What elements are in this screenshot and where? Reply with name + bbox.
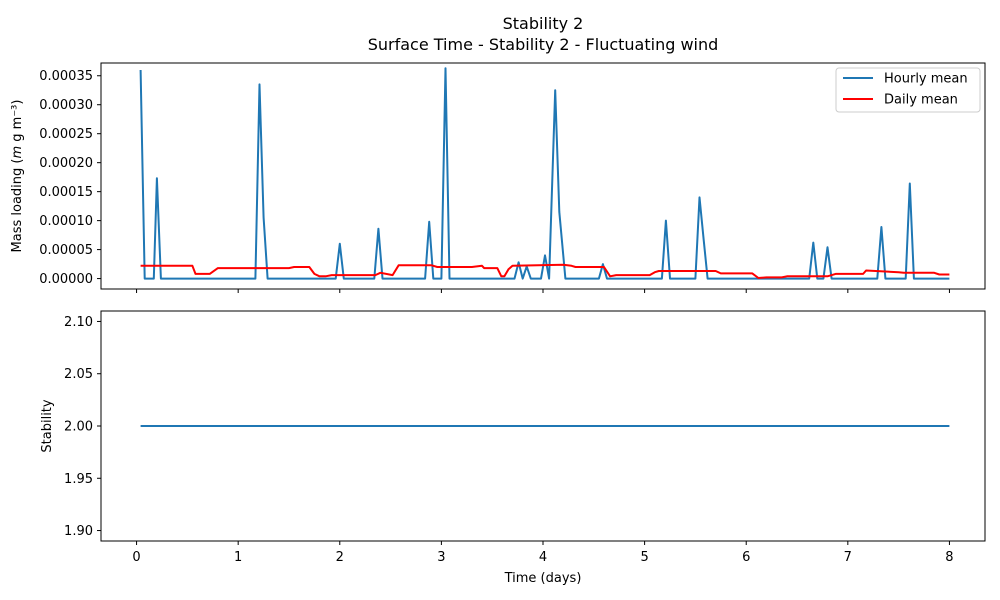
y-axis-label: Stability — [40, 399, 55, 453]
legend: Hourly mean Daily mean — [835, 67, 981, 113]
x-tick-label: 8 — [945, 550, 953, 565]
y-tick-label: 0.00035 — [39, 69, 93, 84]
x-tick-label: 5 — [640, 550, 648, 565]
y-tick-label: 1.95 — [64, 472, 93, 487]
panel-1: 1.90 1.95 2.00 2.05 2.10 0 1 2 3 4 5 6 7 8 Stability Ti… — [40, 310, 986, 586]
x-axis-label: Time (days) — [504, 571, 582, 586]
x-tick-label: 6 — [742, 550, 750, 565]
figure-suptitle: Stability 2 — [503, 14, 584, 33]
series-line-daily-mean — [140, 263, 950, 279]
y-tick-label: 0.00015 — [39, 185, 93, 200]
y-tick-label: 0.00000 — [39, 272, 93, 287]
y-tick-label: 2.05 — [64, 367, 93, 382]
y-tick-label: 0.00010 — [39, 214, 93, 229]
x-tick-label: 3 — [437, 550, 445, 565]
y-tick-label: 0.00020 — [39, 156, 93, 171]
legend-label: Hourly mean — [884, 72, 968, 87]
x-tick-label: 2 — [336, 550, 344, 565]
y-tick-label: 0.00005 — [39, 243, 93, 258]
y-tick-label: 0.00025 — [39, 127, 93, 142]
top-panel-title: Surface Time - Stability 2 - Fluctuating… — [368, 35, 719, 54]
x-tick-label: 7 — [844, 550, 852, 565]
legend-label: Daily mean — [884, 93, 958, 108]
x-tick-label: 0 — [132, 550, 140, 565]
y-tick-label: 2.10 — [64, 315, 93, 330]
x-tick-label: 4 — [539, 550, 547, 565]
y-axis-label: Mass loading (m g m⁻³) — [10, 100, 25, 253]
x-tick-label: 1 — [234, 550, 242, 565]
panel-0: 0.00000 0.00005 0.00010 0.00015 0.00020 0.000… — [10, 62, 986, 293]
series-line-hourly-mean — [139, 67, 950, 280]
y-tick-label: 1.90 — [64, 524, 93, 539]
y-tick-label: 0.00030 — [39, 98, 93, 113]
y-tick-label: 2.00 — [64, 420, 93, 435]
